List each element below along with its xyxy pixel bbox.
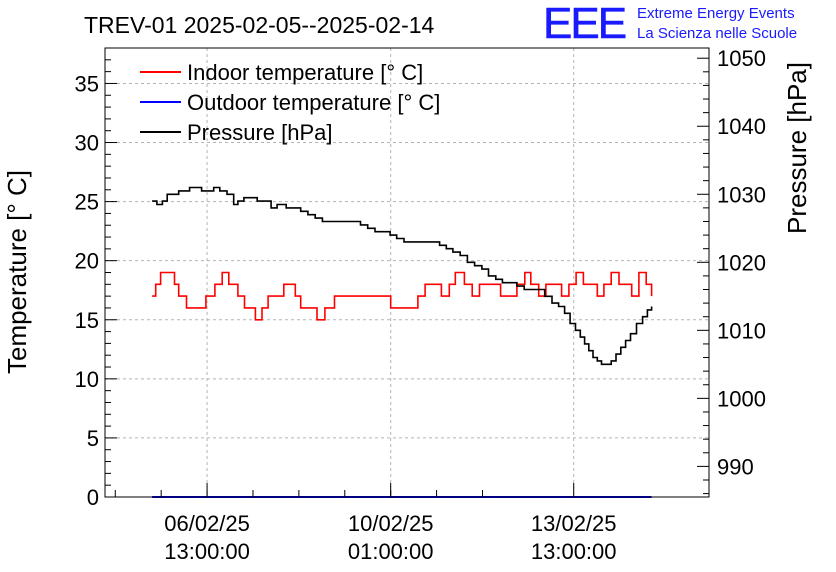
x-tick-label-time: 13:00:00	[531, 539, 617, 564]
y-tick-label: 10	[75, 367, 99, 392]
y-axis-right-title: Pressure [hPa]	[782, 62, 812, 234]
x-axis: 06/02/25 13:00:00 10/02/25 01:00:00 13/02/25…	[114, 483, 617, 564]
legend-label: Indoor temperature [° C]	[187, 60, 423, 85]
y-tick-label: 0	[87, 485, 99, 510]
left-axis: 0 5 10 15 20 25 30 35	[75, 59, 117, 510]
series-indoor-line	[152, 271, 653, 321]
grid	[105, 48, 709, 497]
x-tick-label-time: 13:00:00	[164, 539, 250, 564]
legend: Indoor temperature [° C] Outdoor temperat…	[140, 60, 440, 145]
x-tick-label-date: 06/02/25	[164, 511, 250, 536]
logo-line2: La Scienza nelle Scuole	[637, 25, 797, 42]
x-tick-label-date: 10/02/25	[348, 511, 434, 536]
x-tick-label-time: 01:00:00	[348, 539, 434, 564]
y-tick-label: 15	[75, 308, 99, 333]
logo-mark: EEE	[543, 0, 626, 48]
y-tick-label: 30	[75, 131, 99, 156]
y-tick-label: 35	[75, 71, 99, 96]
y-right-tick-label: 1010	[717, 318, 766, 343]
legend-label: Outdoor temperature [° C]	[187, 90, 440, 115]
y-tick-label: 5	[87, 426, 99, 451]
series-pressure-line	[152, 186, 653, 366]
y-tick-label: 25	[75, 190, 99, 215]
eee-logo: EEE Extreme Energy Events La Scienza nel…	[543, 0, 797, 48]
logo-line1: Extreme Energy Events	[637, 5, 795, 22]
y-right-tick-label: 990	[717, 454, 754, 479]
x-tick-label-date: 13/02/25	[531, 511, 617, 536]
y-right-tick-label: 1030	[717, 182, 766, 207]
series-layer	[152, 186, 653, 498]
right-axis: 990 1000 1010 1020 1030 1040 1050	[697, 46, 766, 495]
legend-label: Pressure [hPa]	[187, 120, 333, 145]
y-right-tick-label: 1050	[717, 46, 766, 71]
chart-title: TREV-01 2025-02-05--2025-02-14	[84, 12, 435, 38]
y-tick-label: 20	[75, 249, 99, 274]
y-right-tick-label: 1040	[717, 114, 766, 139]
y-right-tick-label: 1020	[717, 250, 766, 275]
y-axis-title: Temperature [° C]	[2, 170, 32, 374]
y-right-tick-label: 1000	[717, 386, 766, 411]
